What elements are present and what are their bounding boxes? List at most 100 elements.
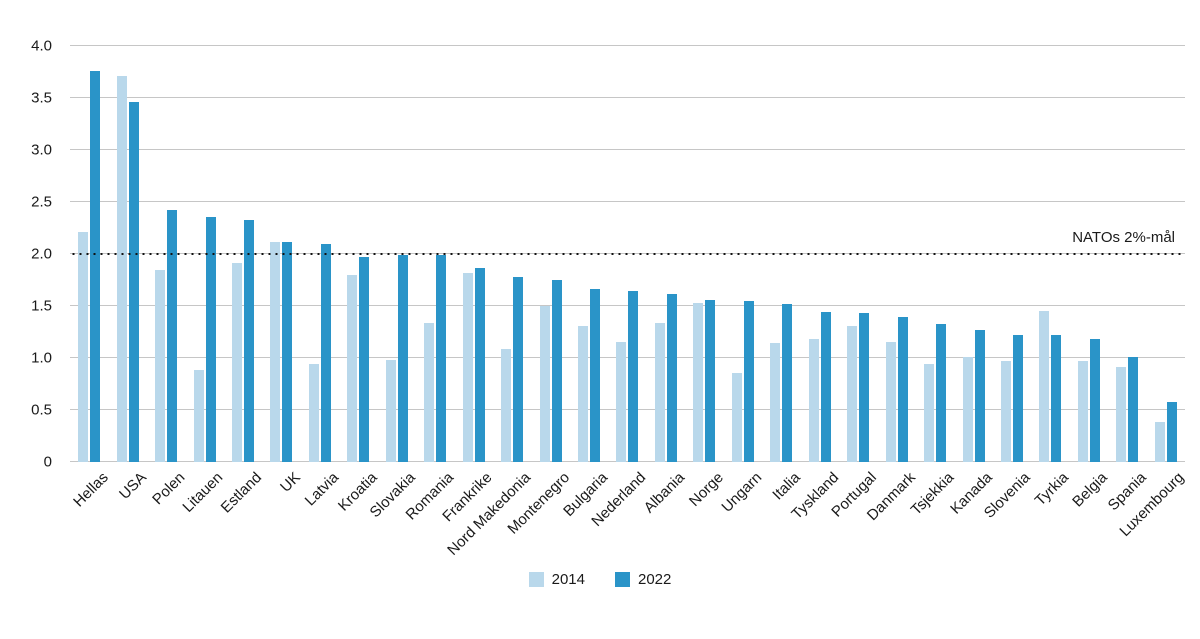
- bars: [608, 46, 646, 462]
- bar-group-ungarn: Ungarn: [718, 46, 765, 516]
- bars: [185, 46, 223, 462]
- bars: [339, 46, 377, 462]
- bars: [262, 46, 300, 462]
- bar-2022: [320, 243, 331, 462]
- bar-2022: [936, 323, 947, 462]
- x-axis-label: Belgia: [1069, 469, 1111, 511]
- bars: [993, 46, 1031, 462]
- bar-2022: [820, 312, 831, 462]
- bar-2022: [1012, 335, 1023, 462]
- gridline: [70, 149, 1185, 150]
- bar-2022: [974, 329, 985, 462]
- bars: [801, 46, 839, 462]
- bar-2022: [1166, 401, 1177, 462]
- bar-2014: [155, 269, 166, 462]
- bar-2014: [232, 263, 242, 462]
- bars: [493, 46, 531, 462]
- bar-2022: [474, 267, 485, 462]
- bar-2014: [116, 76, 127, 462]
- legend: 2014 2022: [0, 571, 1200, 588]
- x-axis-label: Italia: [768, 469, 804, 504]
- legend-label-2014: 2014: [551, 571, 585, 588]
- bar-group-belgia: Belgia: [1069, 46, 1111, 511]
- legend-swatch-2014: [528, 572, 544, 587]
- bar-2014: [501, 348, 512, 462]
- x-axis-label: UK: [276, 469, 304, 496]
- gridline: [70, 409, 1185, 410]
- x-axis-label: Litauen: [179, 469, 227, 516]
- legend-label-2022: 2022: [638, 571, 672, 588]
- bar-group-hellas: Hellas: [70, 46, 111, 510]
- bar-group-estland: Estland: [218, 46, 265, 516]
- bar-group-nederland: Nederland: [589, 46, 650, 530]
- bar-2014: [308, 364, 319, 462]
- bar-2022: [282, 241, 293, 462]
- gridline: [70, 461, 1185, 462]
- bars: [877, 46, 915, 462]
- bar-2014: [616, 342, 627, 462]
- y-tick-label: 2.5: [31, 193, 52, 211]
- bars: [647, 46, 685, 462]
- bar-group-kroatia: Kroatia: [335, 46, 380, 515]
- bar-2014: [193, 370, 204, 462]
- bar-group-polen: Polen: [147, 46, 188, 508]
- bars: [531, 46, 569, 462]
- bar-2022: [859, 313, 870, 462]
- bar-2022: [359, 257, 370, 462]
- bar-2022: [436, 255, 447, 462]
- bar-2014: [693, 302, 704, 462]
- bar-2022: [782, 303, 793, 462]
- bar-group-albania: Albania: [641, 46, 688, 516]
- bar-group-montenegro: Montenegro: [504, 46, 573, 538]
- x-axis-label: Hellas: [69, 469, 112, 511]
- bar-2014: [347, 274, 358, 462]
- bar-2022: [551, 280, 562, 462]
- bar-2022: [128, 102, 139, 462]
- bar-2014: [885, 342, 896, 462]
- bar-2022: [743, 300, 754, 462]
- bars: [454, 46, 492, 462]
- bar-2022: [397, 255, 408, 462]
- bar-2022: [666, 293, 677, 462]
- nato-target-line: [70, 252, 1185, 256]
- bar-2014: [731, 372, 742, 462]
- bar-2014: [654, 322, 665, 462]
- bar-2014: [1039, 311, 1050, 462]
- bars: [416, 46, 454, 462]
- bar-group-bulgaria: Bulgaria: [560, 46, 611, 520]
- bar-group-frankrike: Frankrike: [439, 46, 496, 525]
- bar-2022: [628, 291, 639, 462]
- bars: [916, 46, 954, 462]
- x-axis-label: Ungarn: [718, 469, 765, 516]
- bar-group-slovenia: Slovenia: [981, 46, 1034, 522]
- y-tick-label: 0: [43, 453, 52, 471]
- bars: [685, 46, 723, 462]
- x-axis-label: Tyrkia: [1032, 469, 1073, 510]
- nato-target-annotation: NATOs 2%-mål: [1072, 229, 1175, 246]
- bar-group-italia: Italia: [762, 46, 803, 503]
- gridline: [70, 357, 1185, 358]
- bars: [108, 46, 146, 462]
- bar-2022: [90, 70, 101, 462]
- bars: [762, 46, 800, 462]
- bars: [70, 46, 108, 462]
- bar-2022: [1051, 335, 1062, 462]
- bar-2014: [1154, 422, 1165, 462]
- bars: [1070, 46, 1108, 462]
- legend-item-2014: 2014: [528, 571, 585, 588]
- gridline: [70, 97, 1185, 98]
- bar-2014: [270, 241, 281, 462]
- legend-item-2022: 2022: [615, 571, 671, 588]
- y-tick-label: 3.0: [31, 141, 52, 159]
- y-tick-label: 2.0: [31, 245, 52, 263]
- gridline: [70, 201, 1185, 202]
- bar-2014: [78, 232, 89, 462]
- bar-2014: [1077, 361, 1088, 462]
- gridline: [70, 305, 1185, 306]
- bars: [224, 46, 262, 462]
- bar-2022: [590, 289, 601, 462]
- bar-2014: [770, 343, 781, 462]
- bar-2014: [962, 356, 973, 462]
- x-axis-label: USA: [115, 469, 150, 503]
- bars: [954, 46, 992, 462]
